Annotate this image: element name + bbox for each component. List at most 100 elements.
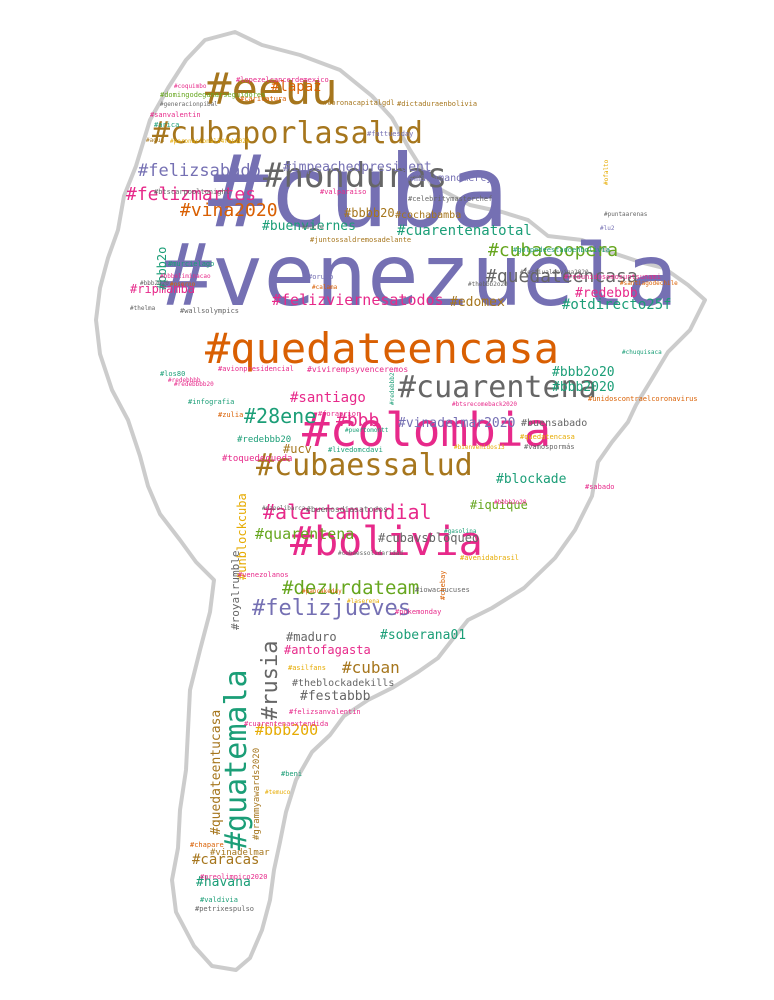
word-121: #avenidabrasil [460, 553, 520, 562]
word-2: #venezuela [160, 225, 678, 326]
word-61: #redebbb20 [237, 434, 292, 445]
word-105: #puntaarenas [604, 210, 648, 218]
word-46: #lapaz [271, 79, 322, 96]
word-101: #sucre [302, 223, 324, 231]
word-84: #temuco [265, 788, 291, 796]
word-13: #dezurdateam [282, 576, 420, 599]
word-35: #blockade [496, 472, 567, 488]
word-116: #puertomontt [345, 426, 389, 434]
word-59: #buensabado [521, 418, 588, 429]
word-5: #bolivia [290, 519, 483, 565]
word-92: #caricatura [240, 94, 287, 103]
word-66: #domingodeganarseguidores [160, 90, 266, 99]
word-90: #arica [154, 120, 180, 129]
word-15: #rusia [258, 640, 283, 720]
word-52: #madamandmercy [408, 173, 493, 184]
word-23: #quarentena [255, 524, 355, 543]
word-29: #otdirecto25f [562, 297, 672, 314]
word-77: #pokemonday [395, 607, 442, 616]
word-3: #quedateencasa [205, 324, 560, 374]
word-79: #laserena [347, 597, 380, 605]
word-36: #iquique [470, 498, 528, 513]
word-114: #sabado [585, 482, 615, 491]
word-129: #bbbb2o20 [494, 498, 527, 506]
word-25: #bbb200 [255, 720, 319, 739]
word-43: #caracas [192, 852, 260, 869]
word-58: #vinadelmar [210, 847, 270, 858]
word-48: #buenviernes [262, 219, 356, 235]
word-86: #preolimpico2020 [200, 872, 268, 881]
word-56: #unblockcuba [235, 493, 249, 580]
word-33: #santiago [290, 390, 366, 407]
word-41: #festabbb [300, 689, 371, 705]
word-80: #asilfans [288, 663, 326, 672]
word-107: #redunidosomosuntsunami [564, 272, 661, 281]
word-60: #toquedequeda [222, 453, 293, 464]
word-109: #bbb2020 [140, 279, 169, 287]
word-108: #chuquisaca [622, 348, 662, 356]
word-57: #grammyawards2020 [252, 747, 262, 840]
word-32: #bbb2020 [552, 380, 615, 396]
word-4: #colombia [302, 402, 552, 457]
word-113: #vamospormás [524, 442, 575, 451]
word-63: #wallsolympics [180, 306, 240, 315]
word-83: #beni [281, 769, 303, 778]
word-18: #felizsabado [138, 160, 261, 181]
word-50: #bbbb20 [344, 206, 395, 221]
word-112: #quedatencasa [520, 432, 575, 441]
word-133: #redebbb2 [389, 372, 396, 405]
word-51: #cochabamba [395, 210, 462, 221]
word-22: #bbb [336, 409, 380, 431]
word-95: #murcielago [168, 259, 215, 268]
word-12: #felizjueves [252, 596, 411, 622]
word-11: #guatemala [219, 669, 254, 850]
word-7: #eeuu [205, 64, 338, 116]
word-102: #juntossaldremosadelante [310, 235, 412, 244]
word-96: #bbbeliminacao [160, 272, 211, 280]
word-73: #zulia [218, 410, 244, 419]
word-123: #chebay [439, 570, 447, 600]
word-131: #redebbbb20 [174, 380, 214, 388]
word-49: #edomex [450, 295, 505, 311]
word-65: #vivirempsyvenceremos [307, 364, 409, 374]
word-72: #infografia [188, 397, 235, 406]
word-82: #cuarentenaextendida [244, 719, 329, 728]
word-81: #felizsanvalentin [289, 707, 361, 716]
continent-shape [94, 30, 707, 972]
word-67: #lopezelcancerdemexico [236, 75, 329, 84]
word-103: #celebritymasterchef [408, 194, 493, 203]
word-6: #honduras [263, 156, 448, 197]
word-27: #impeachedpresident [283, 160, 432, 176]
word-38: #soberana01 [380, 628, 467, 644]
word-88: #petrixespulso [195, 904, 255, 913]
word-19: #felizmartes [126, 183, 257, 205]
word-120: #cubaessolidaridad [338, 549, 404, 557]
word-126: #generacionpibal [160, 100, 218, 108]
word-70: #avionpresidencial [218, 364, 294, 373]
word-119: #redebbbb [168, 376, 201, 384]
word-75: #gasolina [444, 527, 477, 535]
word-117: #foraprior [318, 409, 361, 418]
word-28: #cuarentenatotal [397, 223, 532, 240]
word-45: #quedateentucasa [209, 709, 224, 835]
word-97: #osorno [170, 280, 196, 288]
word-128: #ofalto [603, 159, 610, 185]
word-42: #theblockadekills [292, 678, 395, 689]
word-71: #los80 [160, 369, 186, 378]
word-62: #buenosdiasatodos [306, 504, 388, 514]
word-104: #golpedeestadoenbolivia [513, 245, 610, 254]
word-30: #redebbb [575, 286, 638, 302]
word-31: #bbb2o20 [552, 365, 615, 381]
word-76: #venezolanos [238, 570, 289, 579]
word-10: #cubaessalud [256, 448, 473, 483]
word-85: #chapare [190, 840, 224, 849]
word-99: #oruro [308, 272, 334, 281]
word-69: #fattuesday [367, 129, 414, 138]
word-8: #cubaporlasalud [152, 116, 423, 151]
word-125: #coquimbo [174, 82, 207, 90]
word-130: #thebbb2o20 [468, 280, 508, 288]
word-21: #28ene [244, 404, 317, 428]
